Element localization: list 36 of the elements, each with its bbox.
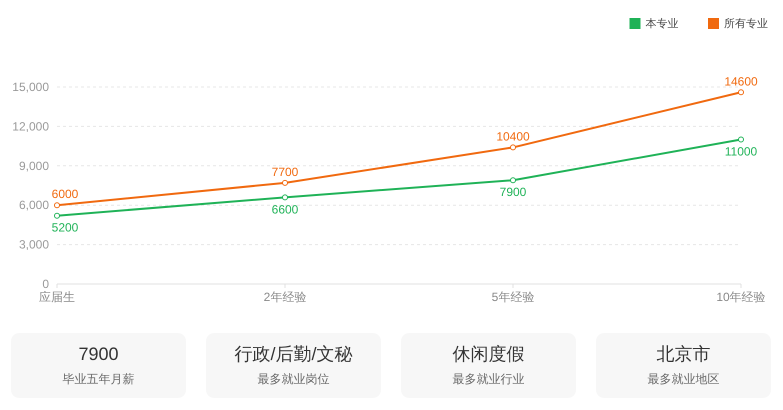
text: 最多就业岗位 xyxy=(256,371,330,387)
x-tick-label: 应届生 xyxy=(39,290,75,304)
text: 北京市 xyxy=(656,343,712,365)
data-label: 6000 xyxy=(52,187,79,202)
text: 毕业五年月薪 xyxy=(62,371,136,387)
legend-label: 所有专业 xyxy=(724,17,768,30)
legend-label: 本专业 xyxy=(646,17,678,30)
text: 最多就业地区 xyxy=(646,371,720,387)
data-label: 7900 xyxy=(500,185,527,200)
data-label: 14600 xyxy=(724,74,758,88)
text: 最多就业行业 xyxy=(452,371,526,387)
x-tick-label: 5年经验 xyxy=(492,290,534,304)
text: 休闲度假 xyxy=(452,343,526,365)
point xyxy=(510,144,516,150)
text: 7900 xyxy=(77,343,120,365)
y-tick-label: 6,000 xyxy=(18,198,50,212)
y-tick-label: 3,000 xyxy=(18,238,50,252)
text: 行政/后勤/文秘 xyxy=(233,343,354,365)
point xyxy=(282,180,288,186)
point xyxy=(738,136,744,143)
point xyxy=(54,202,60,208)
point xyxy=(54,212,60,219)
y-tick-label: 0 xyxy=(42,277,50,291)
y-tick-label: 15,000 xyxy=(12,80,50,94)
data-label: 11000 xyxy=(724,144,758,159)
data-label: 5200 xyxy=(52,220,79,235)
data-label: 6600 xyxy=(272,202,299,216)
y-tick-label: 9,000 xyxy=(18,158,50,173)
data-label: 10400 xyxy=(496,129,530,144)
point xyxy=(510,177,516,184)
point xyxy=(738,89,744,96)
x-tick-label: 2年经验 xyxy=(264,290,306,304)
x-tick-label: 10年经验 xyxy=(716,290,766,304)
y-tick-label: 12,000 xyxy=(12,119,50,134)
data-label: 7700 xyxy=(272,164,299,179)
point xyxy=(282,194,288,200)
